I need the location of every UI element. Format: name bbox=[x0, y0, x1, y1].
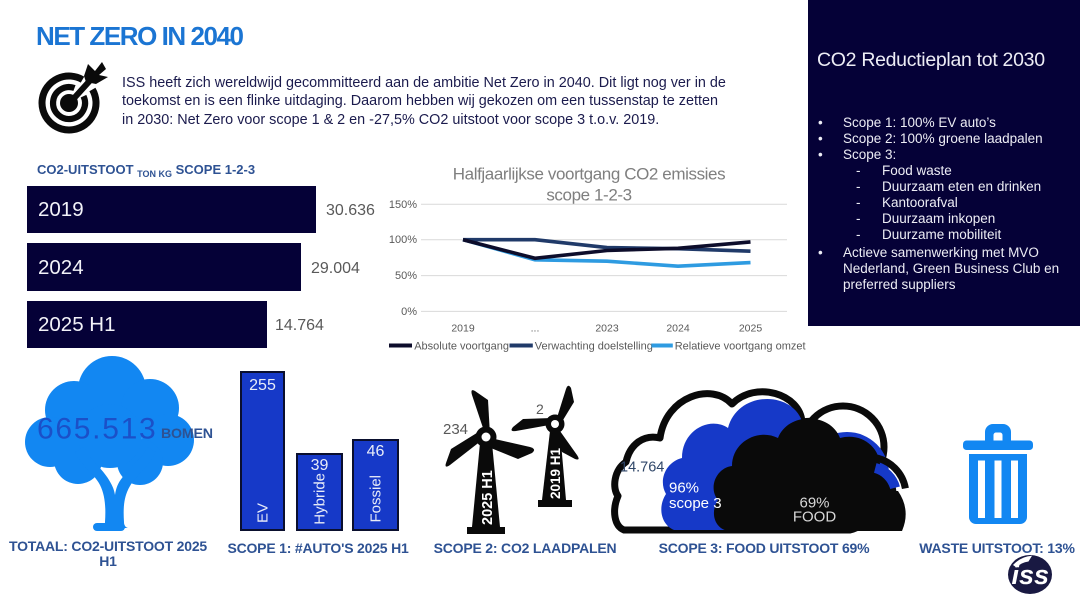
svg-text:2019: 2019 bbox=[451, 323, 475, 335]
svg-text:...: ... bbox=[531, 323, 540, 335]
svg-text:BOMEN: BOMEN bbox=[161, 426, 213, 442]
svg-text:2025: 2025 bbox=[739, 323, 763, 335]
svg-text:Verwachting doelstelling: Verwachting doelstelling bbox=[535, 341, 653, 353]
svg-text:0%: 0% bbox=[401, 306, 417, 318]
svg-text:69%: 69% bbox=[799, 495, 829, 512]
svg-text:iss: iss bbox=[1012, 560, 1050, 590]
svg-text:14.764: 14.764 bbox=[620, 460, 664, 476]
svg-text:2024: 2024 bbox=[666, 323, 690, 335]
svg-text:Absolute voortgang: Absolute voortgang bbox=[414, 341, 509, 353]
svg-text:scope 3: scope 3 bbox=[669, 495, 722, 512]
svg-text:150%: 150% bbox=[389, 199, 417, 211]
svg-text:100%: 100% bbox=[389, 234, 417, 246]
svg-text:FOOD: FOOD bbox=[793, 509, 836, 526]
svg-text:96%: 96% bbox=[669, 480, 699, 497]
svg-text:Halfjaarlijkse voortgang CO2 e: Halfjaarlijkse voortgang CO2 emissies bbox=[453, 165, 725, 184]
svg-text:665.513: 665.513 bbox=[37, 413, 157, 446]
svg-text:50%: 50% bbox=[395, 270, 417, 282]
svg-text:Relatieve voortgang omzet: Relatieve voortgang omzet bbox=[675, 341, 806, 353]
svg-text:2025 H1: 2025 H1 bbox=[480, 470, 496, 525]
svg-text:2019 H1: 2019 H1 bbox=[548, 447, 563, 499]
svg-text:2: 2 bbox=[536, 401, 544, 417]
svg-text:2023: 2023 bbox=[595, 323, 619, 335]
svg-text:scope 1-2-3: scope 1-2-3 bbox=[546, 186, 631, 205]
svg-text:234: 234 bbox=[443, 421, 468, 438]
